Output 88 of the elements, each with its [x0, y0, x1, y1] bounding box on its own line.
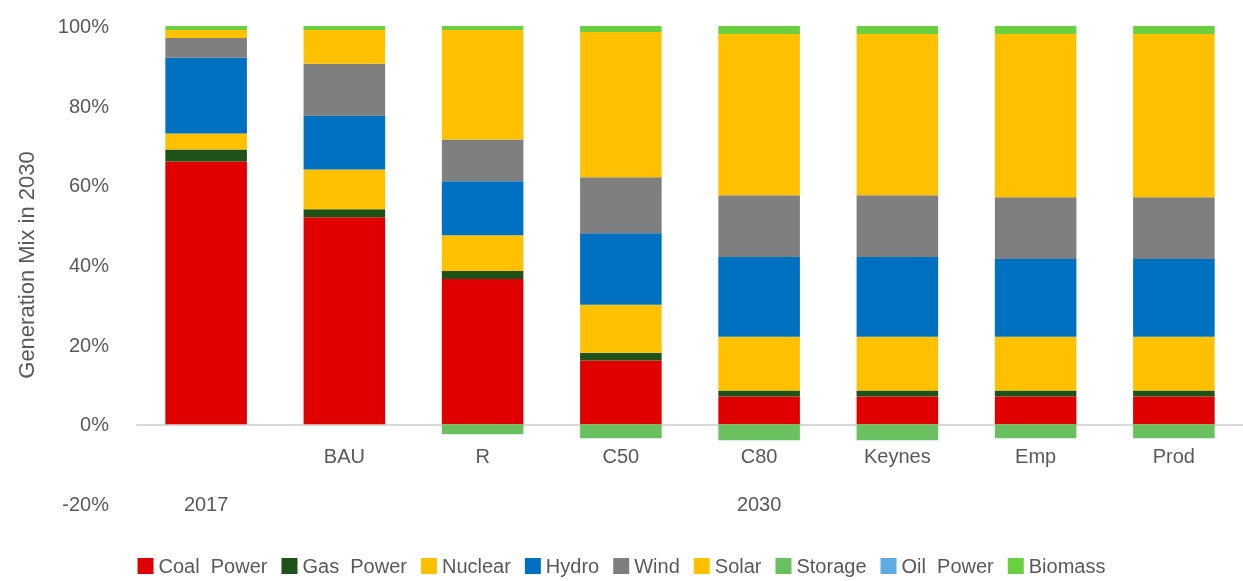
bar: [441, 181, 524, 236]
bar: [856, 424, 939, 441]
bar: [580, 352, 662, 361]
bar: [718, 396, 800, 425]
bar: [994, 197, 1077, 260]
x-tick-label: BAU: [323, 445, 365, 468]
legend-label: Oil Power: [901, 555, 995, 577]
bar: [441, 139, 524, 182]
legend-label: Coal Power: [158, 555, 268, 577]
bar: [303, 217, 386, 425]
bar: [1133, 197, 1215, 260]
legend-label: Hydro: [545, 555, 600, 577]
y-tick-label: 60%: [68, 174, 110, 197]
bar: [1133, 259, 1215, 337]
bar: [718, 26, 800, 34]
x-tick-label: Keynes: [864, 445, 931, 468]
bar: [303, 115, 386, 170]
bar: [303, 63, 386, 116]
legend-label: Storage: [796, 555, 867, 577]
bar: [441, 26, 524, 30]
bar: [1133, 33, 1215, 198]
bar: [856, 195, 939, 258]
bar: [441, 278, 524, 425]
x-tick-label: Emp: [1015, 445, 1057, 468]
bar: [303, 26, 386, 30]
bar: [1133, 424, 1215, 439]
bar: [441, 235, 524, 271]
bar: [303, 29, 386, 64]
legend-label: Biomass: [1028, 555, 1106, 577]
x-tick-label: C50: [602, 445, 640, 468]
bar: [856, 390, 939, 397]
bar: [165, 26, 247, 30]
bar: [994, 336, 1077, 391]
bar: [856, 257, 939, 337]
y-tick-label: 0%: [80, 413, 110, 436]
x-tick-label: C80: [740, 445, 778, 468]
bar: [718, 336, 800, 391]
bar: [165, 149, 247, 162]
bar: [994, 390, 1077, 397]
bar: [165, 37, 247, 58]
bar: [994, 259, 1077, 337]
bar: [580, 31, 662, 178]
bar: [718, 33, 800, 196]
bar: [165, 133, 247, 150]
bar: [718, 195, 800, 258]
y-tick-label: -20%: [62, 493, 110, 515]
bar: [580, 177, 662, 234]
bar: [580, 26, 662, 32]
x-tick-label: Prod: [1152, 445, 1195, 468]
bar: [165, 57, 247, 134]
x-tick-label: R: [475, 445, 490, 468]
y-tick-label: 80%: [68, 94, 110, 117]
y-tick-label: 40%: [68, 254, 110, 276]
bar: [994, 33, 1077, 198]
bar: [718, 390, 800, 397]
bar: [580, 360, 662, 425]
bar: [1133, 390, 1215, 397]
bar: [856, 336, 939, 391]
bar: [441, 29, 524, 140]
y-tick-label: 100%: [57, 15, 110, 37]
bar: [856, 33, 939, 196]
bar: [441, 424, 524, 435]
annotation: 2030: [736, 493, 782, 515]
bar: [1133, 26, 1215, 34]
bar: [303, 169, 386, 210]
legend-label: Nuclear: [441, 555, 512, 577]
bar: [856, 26, 939, 34]
bar: [994, 424, 1077, 439]
y-axis-title: Generation Mix in 2030: [13, 151, 39, 379]
bar: [580, 304, 662, 353]
legend-label: Gas Power: [302, 555, 408, 577]
bar: [165, 161, 247, 425]
bar: [165, 29, 247, 38]
annotation: 2017: [183, 493, 229, 515]
bar: [994, 26, 1077, 34]
y-tick-label: 20%: [68, 333, 110, 356]
bar: [580, 233, 662, 305]
bar: [994, 396, 1077, 425]
bar: [441, 270, 524, 279]
bar: [856, 396, 939, 425]
legend-label: Solar: [714, 555, 762, 577]
bar: [718, 257, 800, 337]
bar: [1133, 396, 1215, 425]
bar: [718, 424, 800, 441]
legend-label: Wind: [634, 555, 680, 577]
bar: [580, 424, 662, 439]
bar: [1133, 336, 1215, 391]
bar: [303, 209, 386, 218]
